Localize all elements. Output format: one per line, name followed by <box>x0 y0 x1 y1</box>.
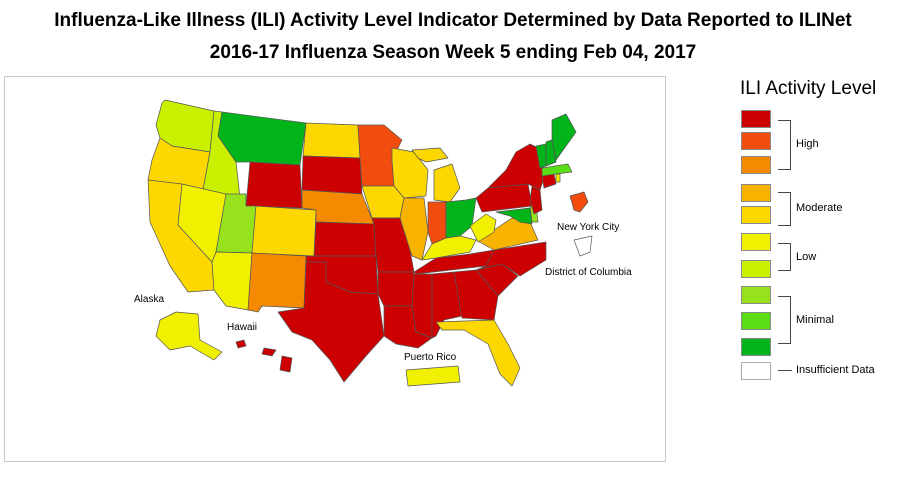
district-of-columbia-area <box>573 235 593 257</box>
bracket-low <box>778 243 791 271</box>
legend-swatch-level-2 <box>741 312 771 330</box>
bracket-moderate <box>778 192 791 226</box>
state-texas <box>277 261 385 383</box>
new-york-city-area <box>569 191 589 213</box>
state-arkansas <box>377 271 415 307</box>
state-connecticut <box>541 173 557 189</box>
us-map <box>147 99 593 387</box>
state-hawaii-big <box>279 355 293 373</box>
map-title: Influenza-Like Illness (ILI) Activity Le… <box>54 10 852 31</box>
legend-label-insufficient: Insufficient Data <box>796 364 875 376</box>
state-illinois <box>399 197 429 261</box>
legend-title: ILI Activity Level <box>740 78 877 99</box>
bracket-high <box>778 120 791 170</box>
state-michigan <box>433 163 461 203</box>
state-massachusetts <box>541 163 573 177</box>
label-hawaii: Hawaii <box>227 322 258 333</box>
state-new-hampshire <box>545 139 557 167</box>
state-maine <box>551 113 577 161</box>
state-colorado <box>251 205 317 257</box>
legend-swatch-level-10 <box>741 110 771 128</box>
state-indiana <box>427 201 447 245</box>
state-south-dakota <box>301 155 363 195</box>
state-mississippi <box>411 273 433 339</box>
state-wyoming <box>245 161 303 209</box>
legend-swatch-level-6 <box>741 206 771 224</box>
legend-label-minimal: Minimal <box>796 314 834 326</box>
legend-label-high: High <box>796 138 819 150</box>
state-north-dakota <box>302 122 361 159</box>
legend-swatch-insufficient <box>741 362 771 380</box>
label-puerto-rico: Puerto Rico <box>404 352 457 363</box>
legend-label-moderate: Moderate <box>796 202 843 214</box>
insufficient-dash <box>778 370 792 371</box>
state-georgia <box>453 269 499 321</box>
state-rhode-island <box>555 173 561 183</box>
territory-puerto-rico <box>405 365 461 387</box>
bracket-minimal <box>778 296 791 344</box>
state-new-york <box>487 143 545 191</box>
state-michigan-upper <box>411 147 449 163</box>
legend-swatch-level-7 <box>741 184 771 202</box>
legend-swatch-level-8 <box>741 156 771 174</box>
state-arizona <box>211 251 253 311</box>
state-new-mexico <box>247 252 307 313</box>
label-alaska: Alaska <box>134 294 165 305</box>
state-new-jersey <box>529 185 543 215</box>
legend-swatch-level-5 <box>741 233 771 251</box>
legend-swatch-level-3 <box>741 286 771 304</box>
state-west-virginia <box>469 213 497 243</box>
state-ohio <box>445 197 477 239</box>
label-new-york-city: New York City <box>557 222 620 233</box>
state-pennsylvania <box>475 183 533 213</box>
map-subtitle: 2016-17 Influenza Season Week 5 ending F… <box>209 42 697 63</box>
state-kansas <box>313 221 377 257</box>
legend-swatch-level-9 <box>741 132 771 150</box>
state-hawaii-maui <box>261 347 277 357</box>
state-hawaii <box>235 339 247 349</box>
label-district-of-columbia: District of Columbia <box>545 267 632 278</box>
state-alaska <box>155 311 223 361</box>
legend-swatch-level-4 <box>741 260 771 278</box>
legend-swatch-level-1 <box>741 338 771 356</box>
state-north-carolina <box>475 241 547 277</box>
legend-label-low: Low <box>796 251 817 263</box>
state-florida <box>435 319 521 387</box>
state-maryland <box>495 207 533 225</box>
